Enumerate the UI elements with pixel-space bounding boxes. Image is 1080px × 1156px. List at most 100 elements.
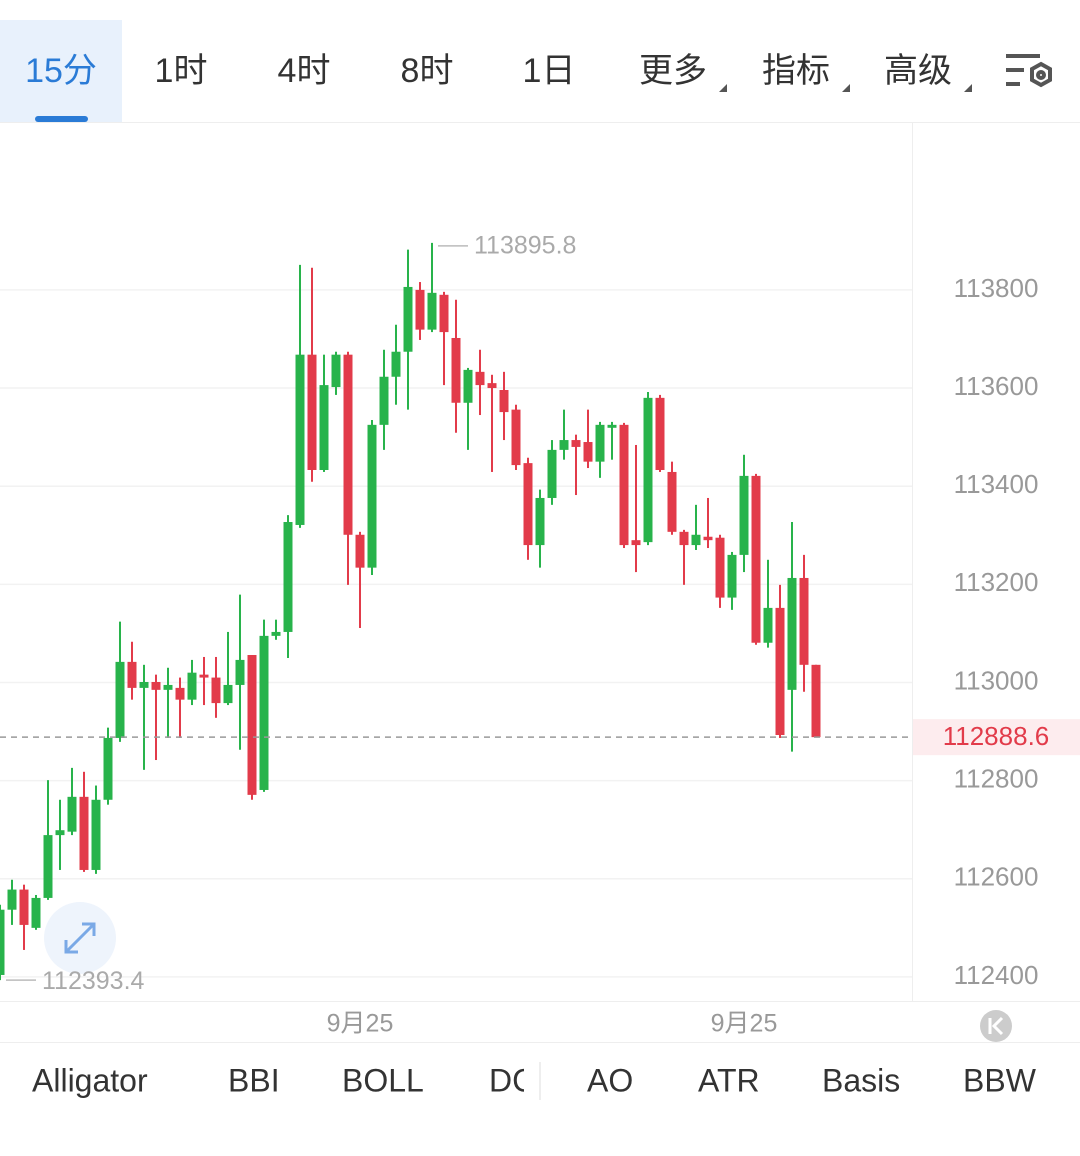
candle-body [31,897,41,928]
expand-icon[interactable] [44,902,116,974]
candle-body [163,684,173,690]
tab[interactable]: 高级 [884,52,952,90]
candle-body [691,534,701,546]
candle-body [787,577,797,690]
x-tick-label: 9月25 [711,1010,778,1038]
candle-body [763,607,773,643]
candle-body [223,684,233,704]
tab-selected-bg [0,20,122,122]
candle-body [343,354,353,535]
candle-body [283,522,293,632]
y-tick-label: 113600 [954,371,1039,401]
candle-body [91,799,101,870]
tab[interactable]: 4时 [278,52,331,90]
candle-body [607,424,617,428]
y-tick-label: 113000 [954,665,1039,695]
candle-body [715,537,725,598]
candle-body [103,737,113,800]
candle-body [319,385,329,470]
settings-icon[interactable] [1006,54,1052,88]
candle-body [475,371,485,386]
candle-body [679,531,689,546]
last-price-box [913,719,1080,756]
candle-body [355,534,365,568]
candle-body [403,286,413,352]
tab-underline [35,116,88,122]
indicator-tab[interactable]: ATR [698,1062,760,1098]
candle-body [511,409,521,466]
candle-body [559,440,569,450]
tab[interactable]: 1日 [523,52,576,90]
candle-body [295,354,305,525]
candle-body [7,889,17,910]
scroll-back-icon[interactable] [980,1010,1012,1042]
candle-body [259,635,269,790]
candle-body [751,475,761,643]
candle-body [139,681,149,688]
candle-body [799,577,809,665]
candle-body [0,909,5,975]
candle-body [739,475,749,555]
y-tick-label: 112400 [954,960,1039,990]
candle-body [643,397,653,543]
candle-body [55,830,65,836]
candle-body [619,424,629,546]
plot [0,242,912,981]
tab[interactable]: 15分 [25,52,97,90]
candle-body [727,554,737,598]
candle-body [211,677,221,704]
indicator-tab[interactable]: Basis [822,1062,900,1098]
tab[interactable]: 8时 [401,52,454,90]
low-label: 112393.4 [42,967,145,995]
high-label: 113895.8 [474,231,576,259]
y-tick-label: 112600 [954,862,1039,892]
candle-body [367,424,377,568]
candle-body [115,661,125,738]
candle-body [175,687,185,700]
indicator-tab[interactable]: DC [489,1062,535,1098]
candle-body [427,292,437,330]
indicator-tab[interactable]: BOLL [342,1062,424,1098]
candle-body [415,289,425,330]
candle-body [487,383,497,389]
dropdown-caret [964,84,972,92]
tab[interactable]: 更多 [639,52,707,90]
candle-body [583,442,593,462]
candle-body [127,661,137,688]
candle-body [655,397,665,470]
candle-body [499,390,509,413]
candle-body [811,664,821,738]
candle-body [79,796,89,870]
candle-body [67,796,77,832]
indicator-tab[interactable]: BBI [228,1062,280,1098]
tab[interactable]: 指标 [762,52,830,90]
indicator-tab[interactable]: Alligator [32,1062,148,1098]
candle-body [247,655,257,795]
candle-body [331,354,341,388]
tab[interactable]: 1时 [155,52,208,90]
candle-body [775,607,785,735]
y-tick-label: 113400 [954,469,1039,499]
candle-body [199,674,209,678]
candle-body [667,471,677,532]
candle-body [595,424,605,462]
x-tick-label: 9月25 [327,1010,394,1038]
candle-body [439,294,449,333]
candle-body [571,440,581,447]
candle-body [187,672,197,700]
candle-body [235,659,245,685]
last-price-label: 112888.6 [943,721,1050,751]
candle-body [307,354,317,470]
indicator-tab[interactable]: AO [587,1062,633,1098]
candle-body [631,540,641,546]
dropdown-caret [842,84,850,92]
candle-body [451,337,461,403]
indicator-tab[interactable]: BBW [963,1062,1037,1098]
candle-body [271,631,281,636]
candle-body [151,681,161,690]
y-tick-label: 113800 [954,273,1039,303]
dropdown-caret [719,84,727,92]
candle-body [547,449,557,498]
